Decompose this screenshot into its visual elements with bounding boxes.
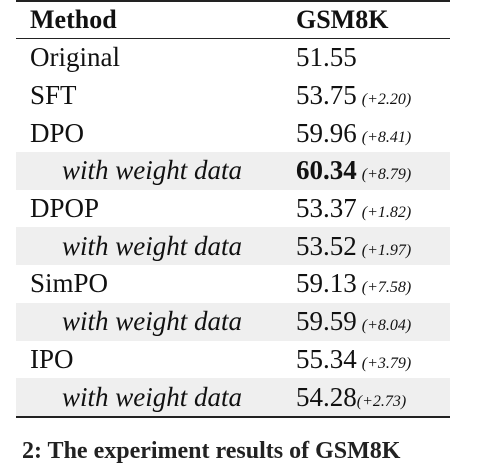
score-value: 55.34 — [296, 343, 357, 374]
score-delta: (+2.20) — [361, 91, 412, 109]
header-row: Method GSM8K — [16, 2, 450, 38]
score-value: 54.28 — [296, 381, 357, 412]
method-cell: DPO — [30, 117, 85, 148]
table-row: DPOP 53.37 (+1.82) — [16, 190, 450, 228]
table-row: DPO 59.96 (+8.41) — [16, 114, 450, 152]
score-value: 53.37 — [296, 193, 357, 224]
score-cell: 59.59 (+8.04) — [296, 306, 450, 337]
top-rule — [16, 0, 450, 2]
table-row: SFT 53.75 (+2.20) — [16, 77, 450, 115]
score-cell: 55.34 (+3.79) — [296, 344, 450, 375]
method-cell: SimPO — [30, 268, 109, 299]
score-value: 51.55 — [296, 42, 357, 73]
score-delta: (+8.79) — [361, 166, 412, 184]
score-value: 59.59 — [296, 306, 357, 337]
score-delta: (+1.97) — [361, 241, 412, 259]
bottom-rule — [16, 415, 450, 418]
method-cell: with weight data — [62, 230, 243, 261]
method-cell: with weight data — [62, 155, 243, 186]
table-row: with weight data 60.34 (+8.79) — [16, 152, 450, 190]
table-body: Original 51.55 SFT 53.75 (+2.20) DPO 59.96 (+8.… — [16, 39, 450, 416]
score-value: 53.75 — [296, 80, 357, 111]
score-cell: 53.37 (+1.82) — [296, 193, 450, 224]
score-cell: 51.55 — [296, 42, 450, 73]
score-cell: 59.96 (+8.41) — [296, 118, 450, 149]
method-cell: with weight data — [62, 381, 243, 412]
method-cell: DPOP — [30, 193, 100, 224]
score-value: 53.52 — [296, 230, 357, 261]
score-value: 59.13 — [296, 268, 357, 299]
score-delta: (+3.79) — [361, 354, 412, 372]
method-cell: IPO — [30, 343, 74, 374]
results-table: Method GSM8K Original 51.55 SFT 53.75 (+2.20… — [16, 0, 450, 418]
table-row: with weight data 54.28(+2.73) — [16, 378, 450, 416]
header-gsm8k: GSM8K — [296, 5, 389, 34]
score-delta: (+2.73) — [356, 392, 407, 410]
table-row: Original 51.55 — [16, 39, 450, 77]
table-row: with weight data 59.59 (+8.04) — [16, 302, 450, 341]
score-cell: 53.52 (+1.97) — [296, 231, 450, 262]
score-cell: 60.34 (+8.79) — [296, 155, 450, 186]
method-cell: Original — [30, 42, 120, 73]
score-cell: 53.75 (+2.20) — [296, 80, 450, 111]
table-row: SimPO 59.13 (+7.58) — [16, 265, 450, 303]
score-value: 59.96 — [296, 117, 357, 148]
score-delta: (+7.58) — [361, 279, 412, 297]
method-cell: with weight data — [62, 306, 243, 337]
score-delta: (+8.41) — [361, 128, 412, 146]
score-delta: (+1.82) — [361, 204, 412, 222]
method-cell: SFT — [30, 80, 77, 111]
header-rule — [16, 38, 450, 39]
score-value: 60.34 — [296, 155, 357, 186]
score-delta: (+8.04) — [361, 317, 412, 335]
header-method: Method — [30, 5, 117, 34]
score-cell: 59.13 (+7.58) — [296, 268, 450, 299]
score-cell: 54.28(+2.73) — [296, 382, 450, 413]
table-row: with weight data 53.52 (+1.97) — [16, 227, 450, 266]
table-row: IPO 55.34 (+3.79) — [16, 341, 450, 379]
